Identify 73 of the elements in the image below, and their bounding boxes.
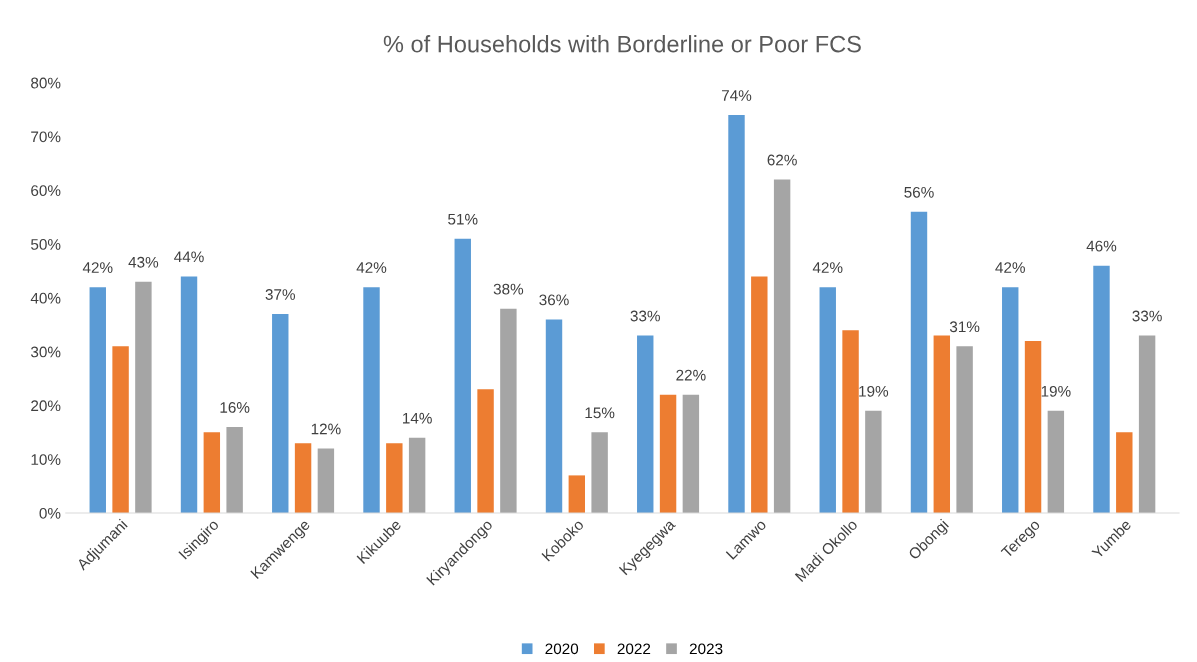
bar bbox=[294, 443, 312, 514]
data-label: 46% bbox=[1086, 240, 1117, 252]
bar bbox=[1093, 265, 1110, 514]
data-label: 42% bbox=[356, 262, 387, 273]
bar bbox=[317, 448, 335, 514]
y-tick-label: 80% bbox=[31, 77, 61, 89]
data-label: 37% bbox=[265, 289, 296, 300]
data-label: 14% bbox=[403, 412, 432, 424]
legend-label: 2022 bbox=[617, 643, 651, 655]
bar bbox=[408, 437, 426, 514]
bar bbox=[1024, 340, 1042, 514]
bar bbox=[226, 426, 243, 514]
data-label: 42% bbox=[82, 262, 113, 273]
y-tick-label: 40% bbox=[30, 292, 61, 304]
data-label: 22% bbox=[676, 369, 706, 381]
legend-label: 2023 bbox=[689, 643, 723, 655]
bar bbox=[819, 287, 836, 514]
bar bbox=[363, 287, 380, 514]
bar bbox=[1047, 410, 1065, 514]
data-label: 74% bbox=[721, 90, 752, 101]
data-label: 15% bbox=[585, 407, 615, 419]
bar bbox=[500, 308, 517, 514]
data-label: 33% bbox=[630, 310, 660, 322]
data-label: 16% bbox=[220, 402, 250, 413]
bar bbox=[272, 314, 289, 514]
data-label: 31% bbox=[949, 321, 980, 333]
data-label: 42% bbox=[995, 262, 1025, 273]
data-label: 36% bbox=[539, 294, 569, 306]
data-label: 62% bbox=[767, 154, 797, 166]
data-label: 44% bbox=[174, 251, 204, 263]
bar bbox=[728, 115, 745, 514]
data-label: 51% bbox=[448, 213, 478, 225]
bar bbox=[1002, 287, 1019, 514]
data-label: 38% bbox=[493, 283, 524, 295]
bar bbox=[135, 281, 152, 514]
bar bbox=[1116, 432, 1133, 514]
bar bbox=[591, 432, 608, 514]
bar bbox=[910, 211, 928, 514]
y-tick-label: 70% bbox=[31, 131, 61, 143]
bar bbox=[112, 346, 129, 514]
bar bbox=[1138, 335, 1156, 514]
bar bbox=[751, 276, 768, 514]
y-tick-label: 0% bbox=[39, 507, 61, 519]
data-label: 12% bbox=[311, 423, 341, 435]
bar bbox=[545, 319, 563, 514]
bar bbox=[89, 287, 106, 514]
bar bbox=[203, 432, 221, 514]
bar bbox=[773, 179, 791, 514]
y-tick-label: 50% bbox=[31, 238, 61, 250]
data-label: 56% bbox=[904, 186, 934, 198]
data-label: 19% bbox=[859, 385, 889, 397]
bar bbox=[682, 394, 700, 514]
data-label: 43% bbox=[128, 256, 159, 268]
bar bbox=[180, 276, 198, 514]
bar bbox=[842, 330, 859, 514]
y-tick-label: 10% bbox=[31, 454, 61, 465]
bar bbox=[386, 443, 403, 514]
y-tick-label: 60% bbox=[31, 185, 61, 197]
bar bbox=[454, 238, 471, 514]
chart-title: % of Households with Borderline or Poor FCS bbox=[383, 35, 861, 53]
legend-label: 2020 bbox=[545, 643, 579, 655]
bar bbox=[659, 394, 677, 514]
bar bbox=[568, 475, 586, 514]
bar bbox=[477, 389, 494, 514]
bar bbox=[865, 410, 882, 514]
y-tick-label: 20% bbox=[31, 400, 61, 412]
data-label: 42% bbox=[812, 262, 843, 273]
y-tick-label: 30% bbox=[30, 346, 61, 358]
bar bbox=[637, 335, 654, 514]
data-label: 33% bbox=[1132, 310, 1162, 322]
bar bbox=[933, 335, 951, 514]
bar bbox=[956, 346, 973, 514]
data-label: 19% bbox=[1041, 385, 1071, 397]
